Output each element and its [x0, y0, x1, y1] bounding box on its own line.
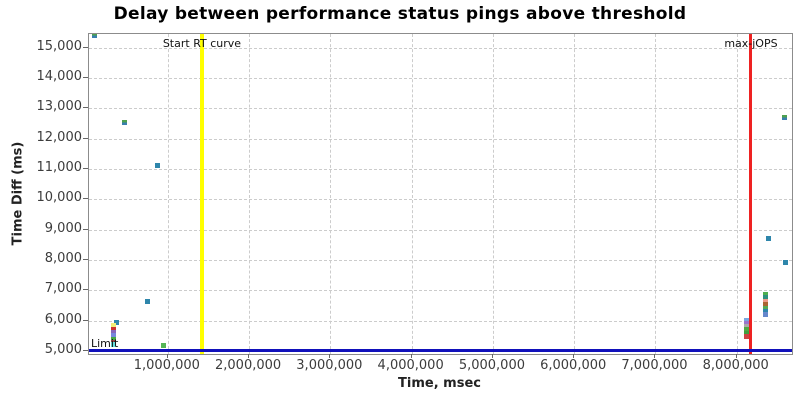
grid-line-vertical [655, 34, 657, 354]
y-axis-tick-label: 10,000 [36, 190, 83, 206]
grid-line-horizontal [89, 47, 792, 49]
y-axis-tick [83, 46, 88, 48]
grid-line-horizontal [89, 320, 792, 322]
grid-line-horizontal [89, 229, 792, 231]
data-point [110, 326, 116, 332]
x-axis-tick-label: 3,000,000 [296, 358, 363, 373]
grid-line-horizontal [89, 259, 792, 261]
grid-line-horizontal [89, 168, 792, 170]
y-axis-tick [83, 137, 88, 139]
grid-line-horizontal [89, 138, 792, 140]
data-point [744, 333, 750, 339]
y-axis-tick [83, 107, 88, 109]
x-axis-tick [573, 354, 575, 358]
reference-line-label: max-jOPS [724, 37, 778, 50]
data-point [110, 342, 116, 348]
y-axis-tick-label: 7,000 [44, 281, 82, 297]
data-point [121, 120, 127, 126]
data-point [744, 330, 750, 336]
x-axis-tick [491, 354, 493, 358]
y-axis-tick-label: 9,000 [44, 220, 82, 236]
data-point [155, 163, 161, 169]
grid-line-vertical [249, 34, 251, 354]
y-axis-tick [83, 167, 88, 169]
data-point [145, 299, 150, 305]
data-point [114, 319, 120, 325]
grid-line-vertical [411, 34, 413, 354]
y-axis-tick-label: 6,000 [44, 311, 82, 327]
data-point [744, 321, 750, 327]
grid-line-horizontal [89, 199, 792, 201]
x-axis-tick [410, 354, 412, 358]
data-point [762, 309, 768, 314]
x-axis-tick-label: 2,000,000 [215, 358, 282, 373]
x-axis-title: Time, msec [398, 376, 481, 391]
x-axis-tick-label: 6,000,000 [540, 358, 607, 373]
data-point [92, 34, 98, 39]
x-axis-tick [654, 354, 656, 358]
y-axis-tick [83, 258, 88, 260]
data-point [762, 295, 768, 301]
x-axis-tick-label: 8,000,000 [702, 358, 769, 373]
x-axis-tick [735, 354, 737, 358]
y-axis-tick-label: 14,000 [36, 68, 83, 84]
reference-line-start-rt-curve [199, 34, 204, 354]
data-point [744, 318, 750, 323]
y-axis-tick [83, 289, 88, 291]
data-point [744, 326, 750, 332]
grid-line-vertical [736, 34, 738, 354]
data-point [762, 312, 768, 318]
grid-line-horizontal [89, 108, 792, 110]
y-axis-tick-label: 5,000 [44, 341, 82, 357]
x-axis-tick-label: 1,000,000 [133, 358, 200, 373]
reference-line-limit [89, 349, 792, 353]
x-axis-tick [329, 354, 331, 358]
y-axis-tick [83, 319, 88, 321]
y-axis-tick [83, 349, 88, 351]
reference-line-max-jops [749, 34, 753, 354]
data-point [781, 114, 787, 120]
grid-line-vertical [574, 34, 576, 354]
x-axis-tick-label: 5,000,000 [458, 358, 525, 373]
grid-line-vertical [492, 34, 494, 354]
data-point [762, 298, 768, 304]
plot-area: Start RT curve max-jOPS Limit [88, 33, 793, 355]
data-point [762, 301, 768, 307]
reference-line-label: Start RT curve [162, 37, 242, 50]
data-point [110, 337, 116, 343]
reference-line-label: Limit [91, 336, 119, 350]
data-point [744, 324, 750, 330]
y-axis-tick-label: 15,000 [36, 38, 83, 54]
y-axis-tick-label: 8,000 [44, 250, 82, 266]
y-axis-tick-label: 11,000 [36, 159, 83, 175]
grid-line-horizontal [89, 77, 792, 79]
data-point [161, 343, 167, 349]
data-point [766, 235, 771, 241]
x-axis-tick [166, 354, 168, 358]
grid-line-vertical [167, 34, 169, 354]
x-axis-tick-label: 7,000,000 [621, 358, 688, 373]
grid-line-vertical [330, 34, 332, 354]
x-axis-tick-label: 4,000,000 [377, 358, 444, 373]
y-axis-tick-label: 13,000 [36, 99, 83, 115]
y-axis-tick [83, 76, 88, 78]
y-axis-tick [83, 228, 88, 230]
y-axis-tick-label: 12,000 [36, 129, 83, 145]
data-point [782, 259, 788, 265]
chart-title: Delay between performance status pings a… [113, 4, 687, 24]
data-point [110, 329, 116, 335]
data-point [762, 292, 768, 298]
data-point [110, 332, 116, 338]
x-axis-tick [248, 354, 250, 358]
y-axis-tick [83, 198, 88, 200]
grid-line-horizontal [89, 290, 792, 292]
data-point [111, 322, 117, 328]
data-point [762, 305, 768, 311]
